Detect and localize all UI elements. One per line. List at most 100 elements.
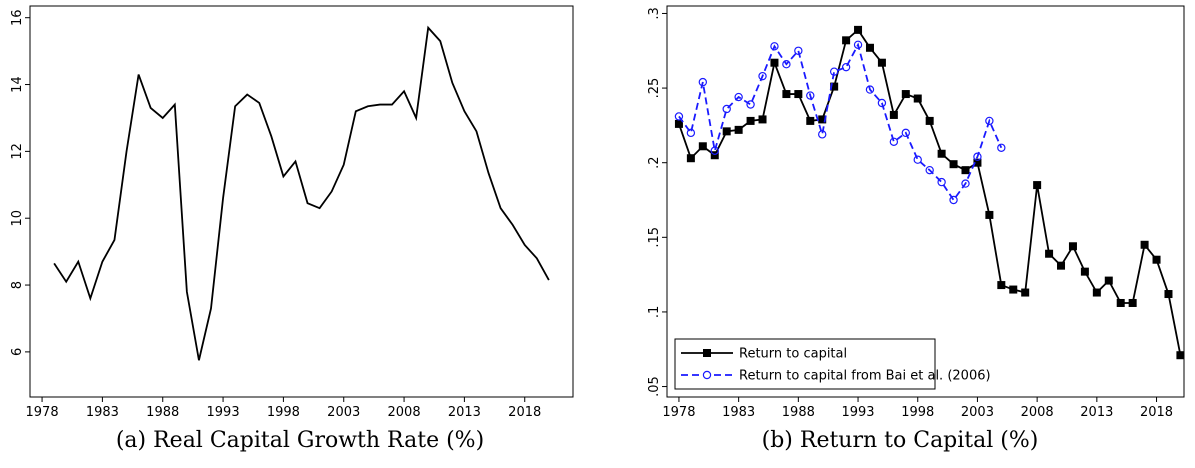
point <box>818 115 827 124</box>
point <box>973 158 982 167</box>
x-tick-label: 2003 <box>961 405 994 420</box>
x-tick-label: 2008 <box>388 405 421 420</box>
y-tick-label: .1 <box>647 306 662 318</box>
point <box>961 166 970 175</box>
x-tick-label: 1983 <box>86 405 119 420</box>
legend-label: Return to capital <box>739 347 847 362</box>
x-tick-label: 1998 <box>901 405 934 420</box>
point <box>1033 181 1042 190</box>
point <box>997 143 1006 152</box>
point <box>722 127 731 136</box>
point <box>794 46 803 55</box>
point <box>1128 298 1137 307</box>
y-tick-label: 8 <box>10 281 25 289</box>
point <box>961 179 970 188</box>
legend-box <box>674 338 936 390</box>
point <box>829 67 839 76</box>
x-tick-label: 1993 <box>841 405 874 420</box>
point <box>830 82 839 91</box>
point <box>985 210 994 219</box>
legend-marker <box>703 349 711 357</box>
x-tick-label: 1978 <box>26 405 59 420</box>
point <box>1080 267 1089 276</box>
point <box>806 116 815 125</box>
y-tick-label: 6 <box>10 348 25 356</box>
plot-frame <box>666 5 1185 398</box>
point <box>1021 288 1030 297</box>
point <box>746 100 755 109</box>
point <box>985 116 994 126</box>
point <box>782 60 791 69</box>
y-tick-label: .25 <box>647 78 662 99</box>
x-tick-label: 2018 <box>508 405 541 420</box>
y-tick-label: 12 <box>10 143 25 160</box>
chart-caption: (a) Real Capital Growth Rate (%) <box>116 428 484 453</box>
point <box>889 110 898 119</box>
point <box>901 128 910 138</box>
point <box>1068 242 1077 251</box>
x-tick-label: 2013 <box>1080 405 1113 420</box>
point <box>913 155 922 164</box>
legend-label: Return to capital from Bai et al. (2006) <box>739 369 991 384</box>
point <box>818 130 827 139</box>
point <box>1092 288 1101 297</box>
y-tick-label: .05 <box>647 376 662 397</box>
point <box>1104 276 1113 285</box>
chart-caption: (b) Return to Capital (%) <box>762 428 1039 453</box>
series-line <box>53 25 550 361</box>
point <box>746 116 755 125</box>
point <box>770 58 779 67</box>
y-tick-label: 16 <box>10 9 25 26</box>
series-line <box>678 42 1003 202</box>
point <box>925 116 934 125</box>
plot-frame <box>29 5 574 398</box>
point <box>973 152 982 161</box>
x-tick-label: 2003 <box>327 405 360 420</box>
point <box>758 71 767 81</box>
point <box>949 195 958 205</box>
point <box>794 90 803 99</box>
x-tick-label: 2018 <box>1140 405 1173 420</box>
y-tick-label: .15 <box>647 227 662 248</box>
point <box>770 42 779 51</box>
point <box>1045 249 1054 258</box>
x-tick-label: 1978 <box>662 405 695 420</box>
point <box>1152 255 1161 264</box>
x-tick-label: 1983 <box>722 405 755 420</box>
point <box>674 119 683 128</box>
x-tick-label: 1998 <box>267 405 300 420</box>
point <box>734 125 743 134</box>
point <box>842 36 851 45</box>
point <box>710 146 719 155</box>
point <box>865 43 874 52</box>
point <box>782 90 791 99</box>
y-tick-label: 14 <box>10 76 25 93</box>
x-tick-label: 1988 <box>782 405 815 420</box>
point <box>997 281 1006 290</box>
point <box>877 58 886 67</box>
x-tick-label: 1988 <box>146 405 179 420</box>
point <box>925 165 934 175</box>
point <box>1176 351 1185 360</box>
point <box>722 104 731 114</box>
point <box>806 91 815 100</box>
point <box>841 62 851 72</box>
x-tick-label: 2013 <box>448 405 481 420</box>
series-line <box>678 28 1182 356</box>
point <box>913 94 922 103</box>
point <box>674 112 684 121</box>
point <box>865 85 875 94</box>
legend-marker <box>702 370 712 380</box>
point <box>1009 285 1018 294</box>
point <box>901 90 910 99</box>
point <box>1140 240 1149 249</box>
point <box>698 77 708 87</box>
point <box>710 151 719 160</box>
point <box>698 142 707 151</box>
point <box>853 40 863 50</box>
x-tick-label: 2008 <box>1021 405 1054 420</box>
y-tick-label: .2 <box>647 156 662 168</box>
point <box>949 160 958 169</box>
point <box>1164 290 1173 299</box>
